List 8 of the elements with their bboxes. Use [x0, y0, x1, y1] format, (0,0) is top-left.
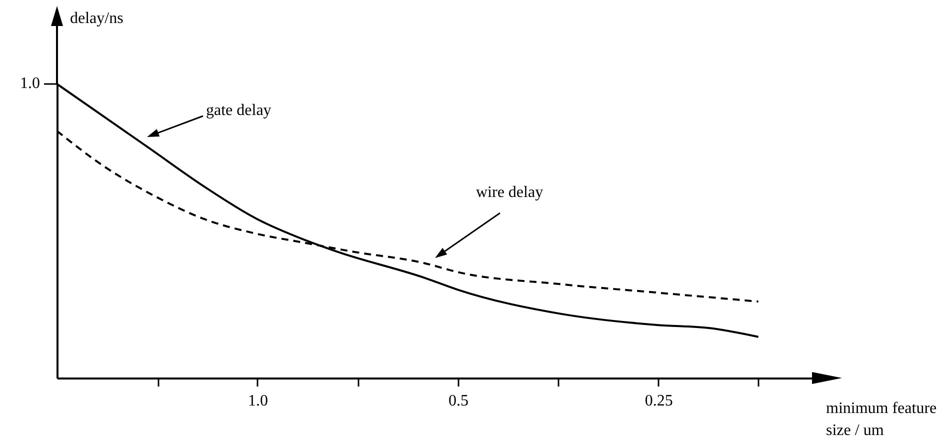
- x-tick-label: 0.5: [448, 392, 468, 410]
- text: 1.0: [20, 74, 40, 94]
- annotation: wire delay: [476, 183, 544, 203]
- x-tick-label: 0.25: [644, 392, 673, 410]
- x-tick-label: 1.0: [248, 392, 268, 410]
- x-axis-title: minimum feature size / um: [826, 399, 938, 441]
- y-axis-title: delay/ns: [70, 9, 124, 29]
- annotation: gate delay: [206, 101, 272, 121]
